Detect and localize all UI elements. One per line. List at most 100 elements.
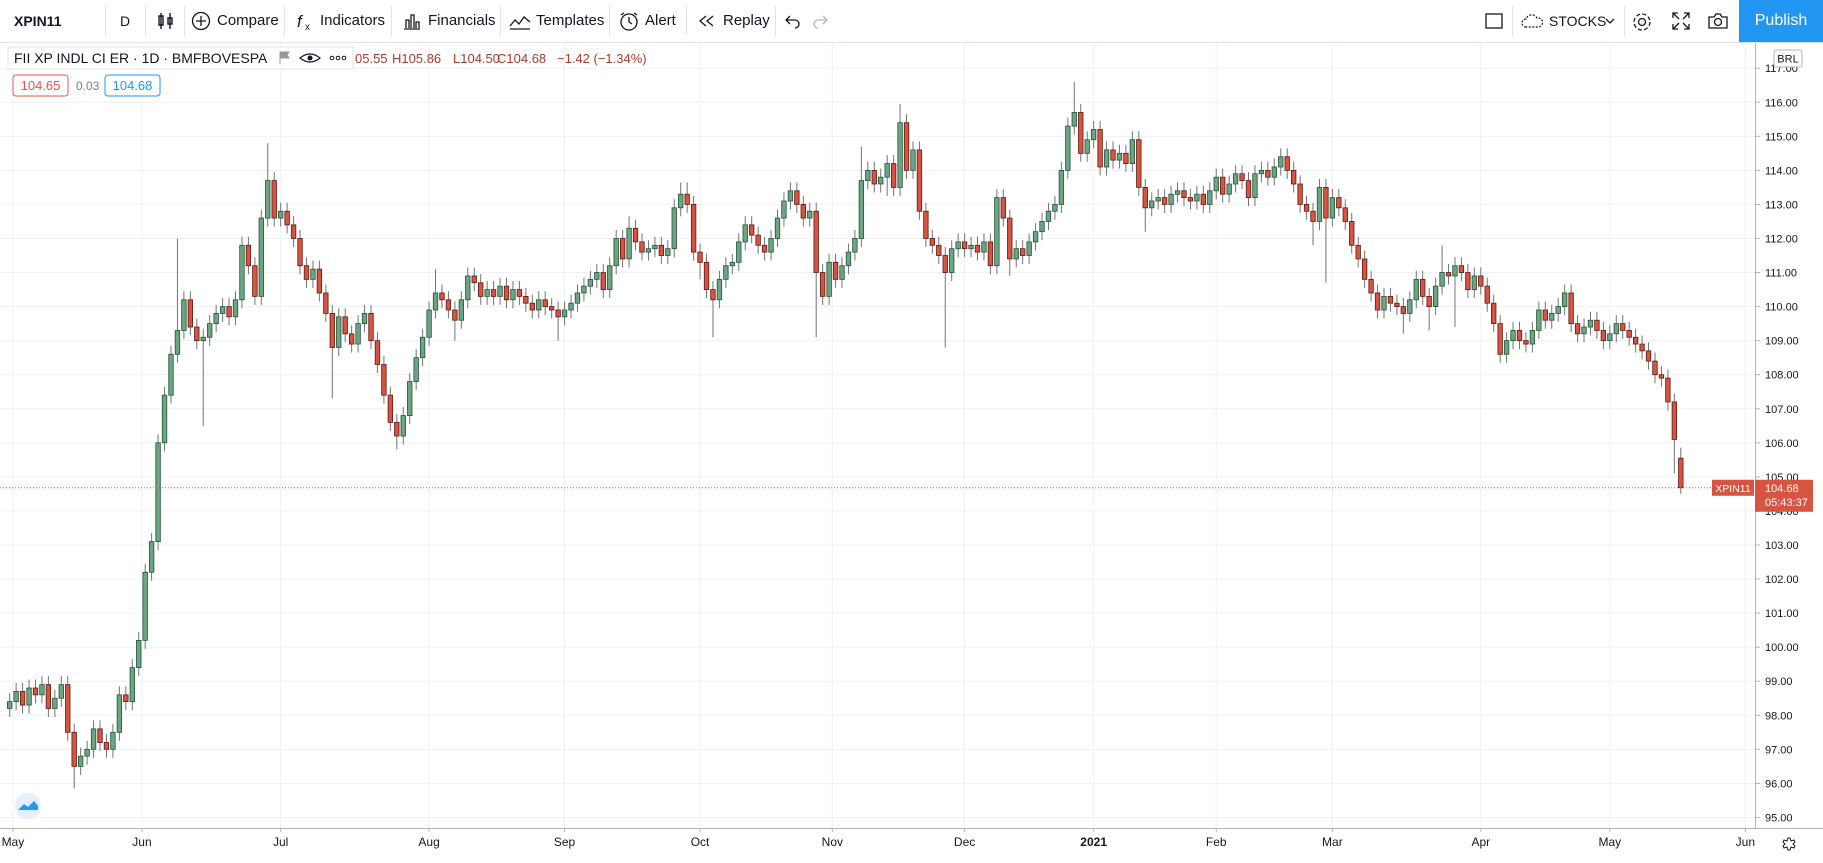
candle-body — [774, 217, 781, 239]
bid-box[interactable] — [12, 74, 69, 97]
candle-body — [981, 241, 987, 253]
candle-body — [658, 244, 665, 256]
compare-button[interactable]: Compare — [217, 12, 279, 29]
alert-icon[interactable] — [618, 11, 640, 33]
price-label-symbol: XPIN11 — [1715, 483, 1751, 495]
y-tick-label: 97.00 — [1765, 744, 1793, 756]
layout-icon[interactable] — [1484, 11, 1504, 31]
more-icon[interactable] — [335, 55, 341, 61]
compare-icon[interactable] — [191, 11, 211, 31]
candle-body — [1065, 125, 1071, 171]
cloud-icon[interactable] — [1520, 11, 1546, 31]
ask-box[interactable] — [104, 74, 161, 97]
candle-body — [374, 340, 381, 365]
separator — [500, 6, 501, 36]
x-tick-label: Sep — [554, 835, 576, 849]
snapshot-icon[interactable] — [1707, 11, 1729, 31]
x-tick-label: Jun — [1736, 835, 1755, 849]
more-icon[interactable] — [341, 55, 347, 61]
x-tick-label: Jul — [273, 835, 288, 849]
candle-body — [1665, 377, 1671, 403]
flag-icon[interactable] — [279, 51, 290, 64]
chart-style-icon[interactable] — [156, 11, 176, 31]
candle-body — [994, 197, 1000, 267]
candle-body — [536, 299, 542, 311]
candle-body — [710, 289, 716, 301]
separator — [391, 6, 392, 36]
replay-button[interactable]: Replay — [723, 12, 770, 29]
candle-body — [1239, 173, 1245, 181]
axis-settings-icon[interactable] — [1782, 837, 1796, 851]
chevron-icon[interactable] — [1605, 16, 1615, 26]
indicators-button[interactable]: Indicators — [320, 12, 386, 29]
separator — [184, 6, 185, 36]
candle-body — [1168, 193, 1174, 205]
candle-body — [1613, 323, 1619, 335]
candle-body — [426, 309, 432, 338]
candle-body — [1407, 299, 1413, 314]
fullscreen-icon[interactable] — [1671, 11, 1691, 31]
candle-body — [1291, 169, 1297, 185]
y-tick-label: 101.00 — [1765, 608, 1799, 620]
templates-button[interactable]: Templates — [536, 12, 605, 29]
candle-body — [903, 122, 910, 171]
candle-body — [1329, 197, 1336, 219]
candle-body — [181, 299, 187, 331]
y-tick-label: 96.00 — [1765, 778, 1793, 790]
logo[interactable] — [18, 801, 38, 810]
candle-body — [19, 691, 26, 706]
x-tick-label: Nov — [822, 835, 843, 849]
y-tick-label: 114.00 — [1765, 165, 1798, 177]
candle-body — [1245, 180, 1252, 199]
candle-body — [1103, 149, 1110, 168]
publish-button[interactable]: Publish — [1739, 0, 1823, 42]
eye-icon[interactable] — [307, 55, 313, 61]
logo[interactable] — [15, 793, 41, 819]
x-tick-label: May — [2, 835, 25, 849]
candle-body — [1136, 139, 1142, 188]
candle-body — [1342, 207, 1348, 222]
financials-icon[interactable] — [402, 11, 422, 31]
candle-body — [890, 163, 897, 188]
candle-body — [1303, 204, 1310, 212]
candle-body — [626, 227, 632, 260]
candle-body — [1555, 306, 1561, 314]
templates-icon[interactable] — [509, 11, 531, 31]
candle-body — [542, 299, 548, 307]
symbol[interactable]: XPIN11 — [14, 13, 62, 29]
more-icon[interactable] — [329, 55, 335, 61]
candle-body — [529, 302, 535, 311]
candle-body — [1639, 343, 1645, 352]
candle-body — [1232, 173, 1239, 185]
eye-icon[interactable] — [299, 53, 321, 63]
interval[interactable]: D — [120, 13, 131, 29]
candle-body — [1187, 197, 1194, 202]
candle-body — [1161, 197, 1168, 205]
candle-body — [452, 309, 458, 321]
undo-icon[interactable] — [783, 11, 803, 31]
candle-body — [232, 299, 239, 318]
replay-icon[interactable] — [697, 11, 717, 31]
candle-body — [1678, 457, 1684, 489]
candle-body — [77, 755, 84, 767]
svg-text:f: f — [297, 12, 304, 31]
redo-icon[interactable] — [810, 11, 830, 31]
alert-button[interactable]: Alert — [645, 12, 676, 29]
layout-name[interactable]: STOCKS — [1549, 13, 1607, 29]
candle-body — [110, 731, 116, 750]
candle-body — [1549, 313, 1555, 321]
legend-title[interactable]: FII XP INDL CI ER · 1D · BMFBOVESPA — [14, 50, 268, 66]
candle-body — [1349, 221, 1355, 246]
y-tick-label: 111.00 — [1765, 268, 1797, 280]
ohlc-value: L104.50 — [453, 51, 500, 66]
candle-body — [45, 684, 52, 709]
ask: 104.68 — [113, 78, 153, 93]
settings-icon[interactable] — [1631, 11, 1653, 33]
candle-body — [458, 299, 464, 321]
candle-body — [465, 275, 471, 301]
financials-button[interactable]: Financials — [428, 12, 496, 29]
candle-body — [290, 224, 297, 239]
currency-box[interactable] — [1773, 49, 1803, 68]
